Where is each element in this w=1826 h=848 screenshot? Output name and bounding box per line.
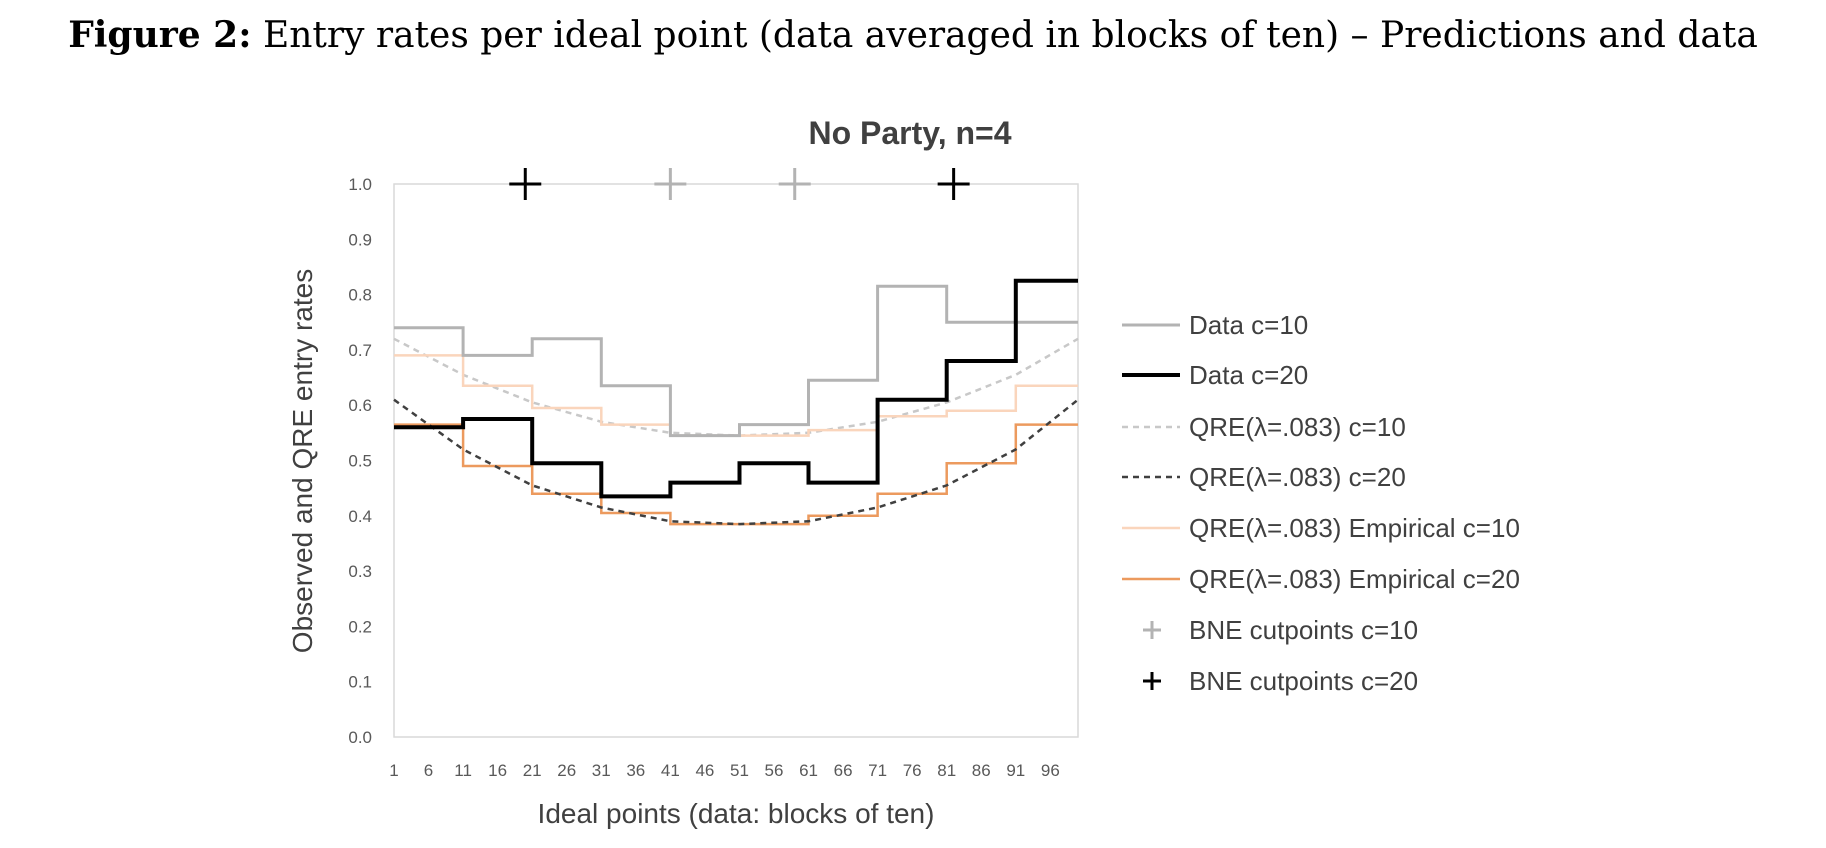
legend-item-qre-083-empirical-c-20: QRE(λ=.083) Empirical c=20 xyxy=(1122,564,1520,594)
legend-item-bne-cutpoints-c-10: BNE cutpoints c=10 xyxy=(1143,615,1418,645)
y-tick-label: 0.9 xyxy=(348,230,372,249)
y-tick-label: 0.1 xyxy=(348,673,372,692)
x-tick-label: 41 xyxy=(661,761,680,780)
y-tick-label: 0.8 xyxy=(348,286,372,305)
y-tick-label: 0.7 xyxy=(348,341,372,360)
bne-marker-bne-cutpoints-c-10 xyxy=(778,168,811,200)
x-tick-label: 61 xyxy=(799,761,818,780)
legend-label: QRE(λ=.083) c=20 xyxy=(1189,462,1406,492)
bne-marker-bne-cutpoints-c-20 xyxy=(937,168,970,200)
x-tick-label: 86 xyxy=(972,761,991,780)
y-axis-label: Observed and QRE entry rates xyxy=(287,269,318,653)
x-tick-label: 76 xyxy=(903,761,922,780)
x-tick-label: 96 xyxy=(1041,761,1060,780)
legend-item-data-c-20: Data c=20 xyxy=(1122,360,1308,390)
legend-item-qre-083-empirical-c-10: QRE(λ=.083) Empirical c=10 xyxy=(1122,513,1520,543)
figure-label: Figure 2: xyxy=(68,14,252,56)
legend-label: Data c=10 xyxy=(1189,310,1308,340)
series-line-data-c-10 xyxy=(394,284,1078,438)
y-tick-label: 0.6 xyxy=(348,396,372,415)
y-tick-label: 0.5 xyxy=(348,452,372,471)
legend-label: QRE(λ=.083) Empirical c=20 xyxy=(1189,564,1520,594)
x-tick-label: 1 xyxy=(389,761,398,780)
legend-item-qre-083-c-10: QRE(λ=.083) c=10 xyxy=(1122,412,1406,442)
x-axis-ticks: 1 6 11 16 21 26 31 36 41 46 51 56 61 66 71 76 81 86 91 96 xyxy=(389,761,1060,780)
legend-label: BNE cutpoints c=20 xyxy=(1189,666,1418,696)
series-line-qre-083-c-10 xyxy=(393,337,1079,437)
x-axis-label: Ideal points (data: blocks of ten) xyxy=(538,798,935,829)
x-tick-label: 66 xyxy=(834,761,853,780)
figure-caption-text: Entry rates per ideal point (data averag… xyxy=(251,15,1758,56)
y-tick-label: 0.4 xyxy=(348,507,372,526)
series-line-data-c-20 xyxy=(394,278,1078,499)
y-axis-ticks: 0.0 0.1 0.2 0.3 0.4 0.5 0.6 0.7 0.8 0.9 1.0 xyxy=(348,175,372,747)
bne-marker-bne-cutpoints-c-10 xyxy=(654,168,687,200)
x-tick-label: 71 xyxy=(868,761,887,780)
chart-title: No Party, n=4 xyxy=(808,115,1011,151)
x-tick-label: 31 xyxy=(592,761,611,780)
y-tick-label: 1.0 xyxy=(348,175,372,194)
legend-item-bne-cutpoints-c-20: BNE cutpoints c=20 xyxy=(1143,666,1418,696)
legend-item-data-c-10: Data c=10 xyxy=(1122,310,1308,340)
legend-item-qre-083-c-20: QRE(λ=.083) c=20 xyxy=(1122,462,1406,492)
x-tick-label: 16 xyxy=(488,761,507,780)
series-group xyxy=(393,168,1079,526)
legend-label: BNE cutpoints c=10 xyxy=(1189,615,1418,645)
series-line-qre-083-empirical-c-10 xyxy=(394,354,1078,437)
y-tick-label: 0.3 xyxy=(348,562,372,581)
x-tick-label: 81 xyxy=(937,761,956,780)
y-tick-label: 0.2 xyxy=(348,617,372,636)
x-tick-label: 91 xyxy=(1006,761,1025,780)
x-tick-label: 11 xyxy=(454,761,472,780)
bne-marker-bne-cutpoints-c-20 xyxy=(509,168,542,200)
y-tick-label: 0.0 xyxy=(348,728,372,747)
series-line-qre-083-empirical-c-20 xyxy=(394,423,1078,526)
x-tick-label: 21 xyxy=(523,761,542,780)
legend-label: QRE(λ=.083) Empirical c=10 xyxy=(1189,513,1520,543)
legend-label: Data c=20 xyxy=(1189,360,1308,390)
series-line-qre-083-c-20 xyxy=(393,398,1079,526)
x-tick-label: 51 xyxy=(730,761,749,780)
plot-area xyxy=(393,183,1079,738)
x-tick-label: 46 xyxy=(695,761,714,780)
figure-caption: Figure 2: Entry rates per ideal point (d… xyxy=(0,14,1826,56)
legend: Data c=10 Data c=20 QRE(λ=.083) c=10 QRE(λ=… xyxy=(1122,310,1520,696)
legend-label: QRE(λ=.083) c=10 xyxy=(1189,412,1406,442)
x-tick-label: 26 xyxy=(557,761,576,780)
x-tick-label: 6 xyxy=(424,761,433,780)
x-tick-label: 36 xyxy=(626,761,645,780)
x-tick-label: 56 xyxy=(765,761,784,780)
